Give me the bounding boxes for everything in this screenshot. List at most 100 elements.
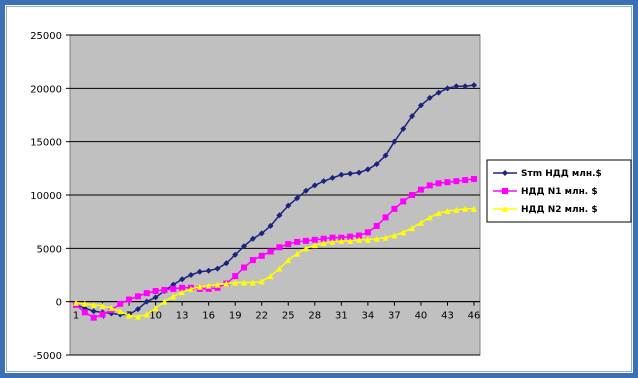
series-1-point-37 xyxy=(391,138,398,145)
series-2-point-6 xyxy=(117,300,124,307)
series-2-point-23 xyxy=(267,248,274,255)
series-1-point-32 xyxy=(347,170,354,177)
series-2-point-2 xyxy=(81,309,88,316)
series-1-point-9 xyxy=(143,298,150,305)
series-1-point-26 xyxy=(294,195,301,202)
x-tick-label-1: 1 xyxy=(73,311,79,322)
series-2-point-34 xyxy=(364,229,371,236)
series-1-point-31 xyxy=(338,171,345,178)
series-3-point-43 xyxy=(444,208,451,214)
series-3-point-25 xyxy=(285,257,292,264)
y-tick-label-10000: 10000 xyxy=(30,191,62,202)
series-2-point-44 xyxy=(453,178,460,185)
series-1-point-39 xyxy=(409,113,416,120)
series-2-point-19 xyxy=(232,273,239,280)
y-axis-tick-labels: -5000 0 5000 10000 15000 20000 25000 xyxy=(30,31,70,362)
series-3 xyxy=(73,205,477,320)
x-tick-label-19: 19 xyxy=(229,311,242,322)
series-3-point-5 xyxy=(108,305,115,312)
x-tick-label-34: 34 xyxy=(361,311,374,322)
series-2-point-27 xyxy=(302,237,309,244)
x-tick-label-28: 28 xyxy=(308,311,321,322)
series-3-point-34 xyxy=(364,236,371,243)
series-3-point-44 xyxy=(453,206,460,213)
y-tick-label-0: 0 xyxy=(56,298,62,309)
series-3-point-20 xyxy=(241,279,248,286)
series-1-point-24 xyxy=(276,212,283,219)
series-2-point-16 xyxy=(205,285,212,292)
series-2-point-39 xyxy=(409,192,416,198)
series-3-point-37 xyxy=(391,232,398,239)
series-3-point-31 xyxy=(338,237,345,244)
series-3-point-39 xyxy=(409,225,416,232)
series-1-point-43 xyxy=(444,85,451,92)
series-2-point-13 xyxy=(179,284,186,291)
series-2-point-46 xyxy=(471,176,477,182)
series-2-point-21 xyxy=(249,257,256,264)
series-2-point-33 xyxy=(356,232,363,239)
series-3-point-16 xyxy=(205,282,212,289)
x-tick-label-10: 10 xyxy=(149,311,162,322)
series-1-point-27 xyxy=(302,187,309,194)
series-1-point-3 xyxy=(90,308,97,315)
series-3-point-24 xyxy=(276,265,283,272)
series-2-point-41 xyxy=(426,182,433,189)
series-3-point-30 xyxy=(329,238,336,245)
x-tick-label-25: 25 xyxy=(282,311,295,322)
series-2-line xyxy=(75,178,475,319)
series-1-point-44 xyxy=(453,83,460,90)
series-1-point-38 xyxy=(400,125,407,132)
series-3-point-9 xyxy=(143,311,150,318)
legend-label-1: Sтm НДД млн.$ xyxy=(521,169,602,179)
series-3-line xyxy=(75,208,474,318)
series-2-point-29 xyxy=(320,235,327,242)
legend-entry-1: Sтm НДД млн.$ xyxy=(493,169,602,179)
series-3-point-29 xyxy=(320,240,327,246)
series-2-point-12 xyxy=(170,285,177,292)
series-2-point-40 xyxy=(417,186,424,193)
series-3-point-14 xyxy=(187,285,194,292)
series-group xyxy=(73,82,477,321)
series-3-point-46 xyxy=(471,205,477,212)
series-2-point-10 xyxy=(152,288,159,294)
series-1-point-34 xyxy=(364,166,371,173)
series-3-point-19 xyxy=(232,279,239,286)
y-tick-label-25000: 25000 xyxy=(30,31,62,42)
series-3-point-11 xyxy=(161,298,168,305)
series-2-point-45 xyxy=(462,177,469,184)
series-3-point-18 xyxy=(223,280,230,287)
series-3-point-28 xyxy=(311,242,318,249)
series-1-point-14 xyxy=(187,272,194,278)
series-1-point-18 xyxy=(223,260,230,267)
series-2-point-32 xyxy=(347,233,354,240)
series-3-point-8 xyxy=(134,313,141,320)
series-3-point-17 xyxy=(214,281,221,288)
series-1-point-20 xyxy=(241,243,248,250)
series-3-point-42 xyxy=(435,210,442,217)
series-2-point-35 xyxy=(373,222,380,229)
legend-label-3: НДД N2 млн. $ xyxy=(521,205,598,215)
series-1-point-8 xyxy=(134,306,141,313)
series-1-point-29 xyxy=(320,178,327,185)
series-3-point-45 xyxy=(462,205,469,212)
series-3-point-7 xyxy=(126,312,133,319)
series-1-point-15 xyxy=(196,268,203,275)
x-tick-label-40: 40 xyxy=(415,311,428,322)
series-3-point-4 xyxy=(99,302,106,309)
series-1-point-23 xyxy=(267,222,274,229)
series-3-point-12 xyxy=(170,293,177,300)
series-2-point-20 xyxy=(241,264,248,271)
series-3-point-32 xyxy=(347,237,354,244)
x-tick-label-31: 31 xyxy=(335,311,348,322)
series-1-point-22 xyxy=(258,230,265,237)
series-3-point-22 xyxy=(258,278,265,285)
series-1-point-36 xyxy=(382,152,389,159)
series-1-point-16 xyxy=(205,267,212,274)
series-3-point-23 xyxy=(267,273,274,280)
series-1-point-42 xyxy=(435,89,442,96)
series-1-point-13 xyxy=(179,276,186,283)
series-1-point-41 xyxy=(426,94,433,101)
series-1-point-40 xyxy=(417,102,424,109)
series-2-point-38 xyxy=(400,198,407,205)
y-tick-label-15000: 15000 xyxy=(30,138,62,149)
